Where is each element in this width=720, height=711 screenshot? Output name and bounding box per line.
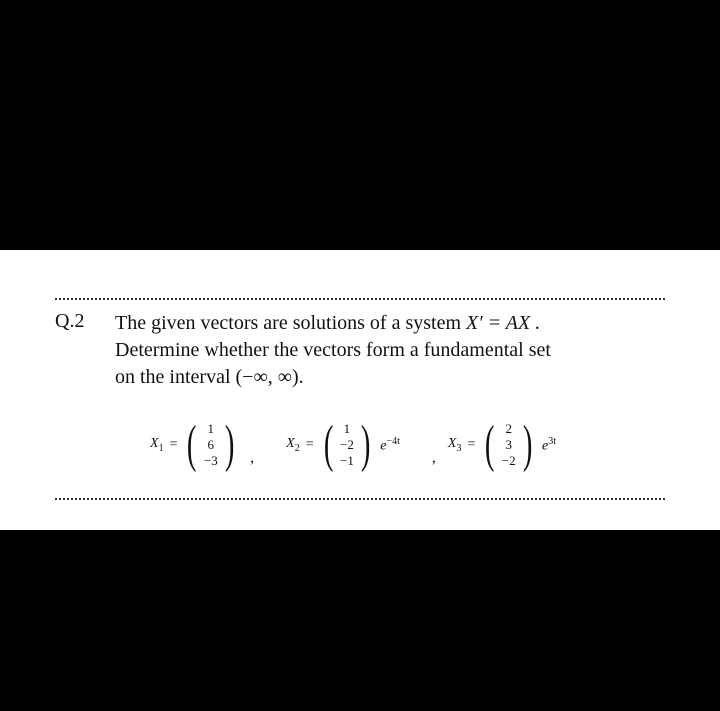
question-text: The given vectors are solutions of a sys… xyxy=(115,310,675,391)
x2-e1: −2 xyxy=(338,437,356,453)
x1-e1: 6 xyxy=(202,437,220,453)
x1-e2: −3 xyxy=(202,453,220,469)
vector-x2-col: 1 −2 −1 xyxy=(337,421,357,469)
paren-right-icon: ) xyxy=(523,419,533,471)
question-line3: on the interval (−∞, ∞). xyxy=(115,366,304,388)
vector-x1-name: X1 xyxy=(150,436,164,454)
question-line1: The given vectors are solutions of a sys… xyxy=(115,312,466,334)
equals-2: = xyxy=(306,437,314,453)
x1-e0: 1 xyxy=(202,421,220,437)
comma-1: , xyxy=(250,449,254,475)
x2-e0: 1 xyxy=(338,421,356,437)
document-page: Q.2 The given vectors are solutions of a… xyxy=(0,250,720,530)
vector-x2: ( 1 −2 −1 ) xyxy=(320,419,375,471)
vectors-row: X1 = ( 1 6 −3 ) , X2 = ( 1 −2 −1 ) e−4t … xyxy=(150,415,670,475)
equals-3: = xyxy=(467,437,475,453)
equals-1: = xyxy=(170,437,178,453)
comma-2: , xyxy=(432,449,436,475)
paren-left-icon: ( xyxy=(485,419,495,471)
vector-x3-name: X3 xyxy=(448,436,462,454)
vector-x1-col: 1 6 −3 xyxy=(201,421,221,469)
x3-e1: 3 xyxy=(500,437,518,453)
x3-e0: 2 xyxy=(500,421,518,437)
vector-x2-name: X2 xyxy=(286,436,300,454)
vector-x3: ( 2 3 −2 ) xyxy=(481,419,536,471)
divider-top xyxy=(55,298,665,300)
paren-left-icon: ( xyxy=(323,419,333,471)
vector-x3-factor: e3t xyxy=(542,436,556,455)
paren-right-icon: ) xyxy=(361,419,371,471)
question-line2: Determine whether the vectors form a fun… xyxy=(115,339,551,361)
vector-x2-factor: e−4t xyxy=(380,436,400,455)
question-inline-eqn: X′ = AX . xyxy=(466,312,540,334)
vector-x3-col: 2 3 −2 xyxy=(499,421,519,469)
divider-bottom xyxy=(55,498,665,500)
vector-x1: ( 1 6 −3 ) xyxy=(183,419,238,471)
x2-e2: −1 xyxy=(338,453,356,469)
paren-right-icon: ) xyxy=(225,419,235,471)
question-label: Q.2 xyxy=(55,310,84,333)
paren-left-icon: ( xyxy=(187,419,197,471)
x3-e2: −2 xyxy=(500,453,518,469)
